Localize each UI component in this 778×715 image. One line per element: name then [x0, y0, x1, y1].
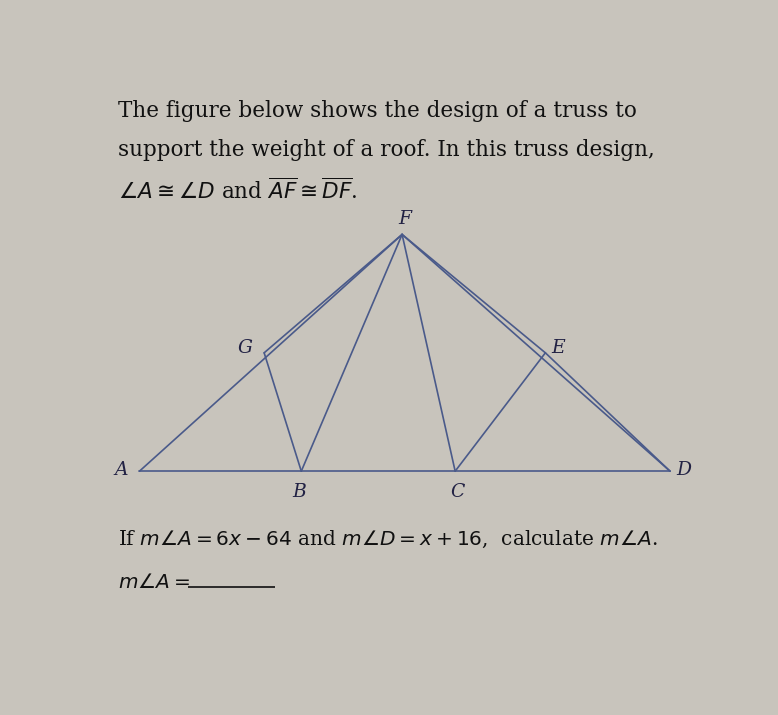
Text: The figure below shows the design of a truss to: The figure below shows the design of a t…	[118, 99, 637, 122]
Text: A: A	[114, 461, 128, 479]
Text: E: E	[552, 340, 566, 358]
Text: If $m\angle A=6x-64$ and $m\angle D=x+16$,  calculate $m\angle A$.: If $m\angle A=6x-64$ and $m\angle D=x+16…	[118, 529, 658, 550]
Text: $m\angle A=$: $m\angle A=$	[118, 573, 191, 592]
Text: D: D	[676, 461, 691, 479]
Text: $\angle A\cong \angle D$ and $\overline{AF}\cong \overline{DF}$.: $\angle A\cong \angle D$ and $\overline{…	[118, 179, 358, 204]
Text: support the weight of a roof. In this truss design,: support the weight of a roof. In this tr…	[118, 139, 655, 161]
Text: C: C	[450, 483, 464, 501]
Text: G: G	[237, 340, 252, 358]
Text: B: B	[292, 483, 306, 501]
Text: F: F	[398, 210, 411, 228]
